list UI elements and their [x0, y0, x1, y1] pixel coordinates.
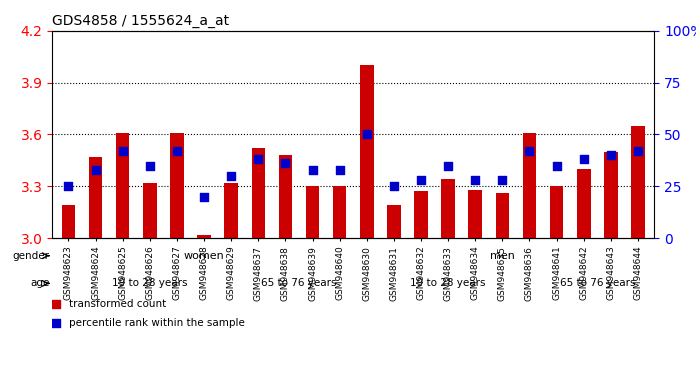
Bar	[550, 186, 563, 238]
Point	[198, 194, 209, 200]
Bar	[251, 148, 265, 238]
Point	[307, 167, 318, 173]
Point	[388, 183, 400, 189]
Text: GDS4858 / 1555624_a_at: GDS4858 / 1555624_a_at	[52, 14, 229, 28]
Text: gender: gender	[13, 251, 49, 261]
Text: men: men	[490, 251, 515, 261]
Bar	[89, 157, 102, 238]
Point	[294, 79, 305, 86]
Bar	[496, 193, 509, 238]
Bar	[143, 183, 157, 238]
Point	[117, 148, 128, 154]
Point	[497, 177, 508, 183]
Bar	[577, 169, 590, 238]
Point	[606, 152, 617, 158]
Point	[334, 167, 345, 173]
Point	[524, 148, 535, 154]
Point	[470, 177, 481, 183]
Bar	[468, 190, 482, 238]
Bar	[116, 133, 129, 238]
Bar	[197, 235, 211, 238]
Bar	[170, 133, 184, 238]
Text: women: women	[184, 251, 224, 261]
Point	[90, 167, 101, 173]
Text: 19 to 28 years: 19 to 28 years	[411, 278, 486, 288]
Text: 19 to 28 years: 19 to 28 years	[112, 278, 188, 288]
Bar	[604, 152, 617, 238]
Text: transformed count: transformed count	[69, 299, 166, 309]
Bar	[360, 65, 374, 238]
Bar	[631, 126, 644, 238]
Bar	[333, 186, 347, 238]
Point	[633, 148, 644, 154]
Bar	[523, 133, 537, 238]
Point	[144, 162, 155, 169]
Point	[280, 161, 291, 167]
Bar	[62, 205, 75, 238]
Bar	[414, 192, 428, 238]
Text: percentile rank within the sample: percentile rank within the sample	[69, 318, 245, 328]
Point	[294, 254, 305, 260]
Bar	[306, 186, 319, 238]
Text: 65 to 76 years: 65 to 76 years	[261, 278, 337, 288]
Text: 65 to 76 years: 65 to 76 years	[560, 278, 635, 288]
Point	[171, 148, 182, 154]
Bar	[278, 155, 292, 238]
Bar	[441, 179, 455, 238]
Bar	[224, 183, 238, 238]
Text: age: age	[30, 278, 49, 288]
Point	[443, 162, 454, 169]
Point	[361, 131, 372, 137]
Point	[551, 162, 562, 169]
Bar	[387, 205, 401, 238]
Point	[226, 173, 237, 179]
Point	[416, 177, 427, 183]
Point	[578, 156, 590, 162]
Point	[253, 156, 264, 162]
Point	[63, 183, 74, 189]
